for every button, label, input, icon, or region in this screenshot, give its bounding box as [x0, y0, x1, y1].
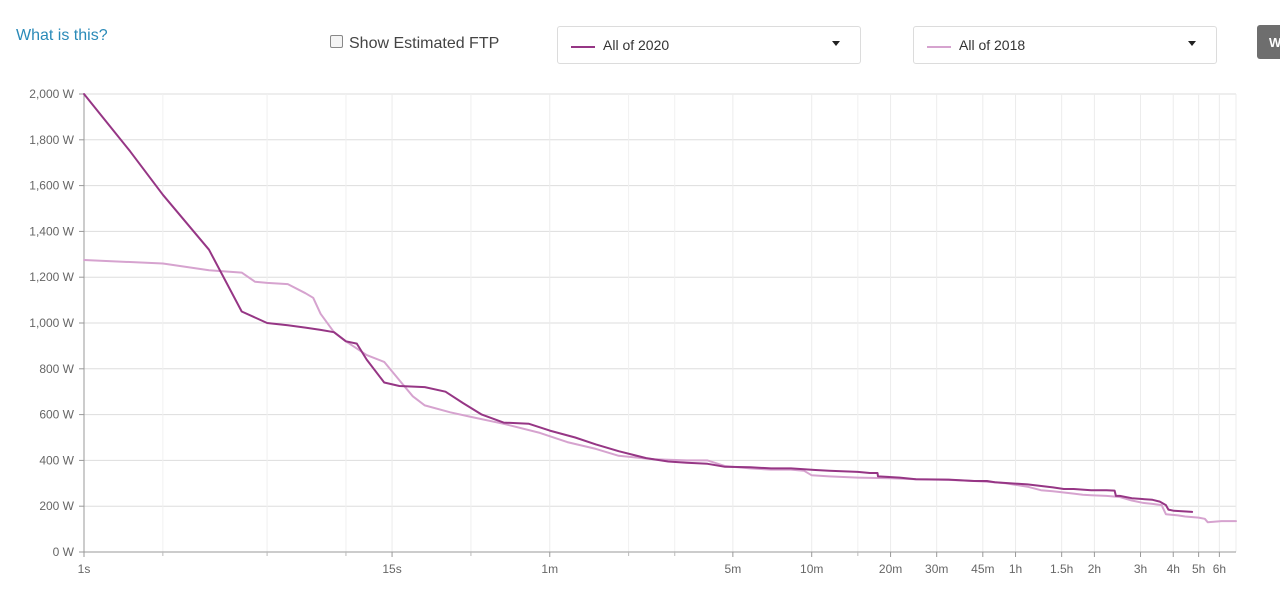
y-tick-label: 1,200 W: [29, 270, 74, 284]
ftp-checkbox-label: Show Estimated FTP: [349, 35, 500, 52]
series-swatch-compare: [927, 46, 951, 48]
x-tick-label: 20m: [879, 562, 902, 576]
chart-grid: [84, 93, 1237, 552]
x-tick-label: 5h: [1192, 562, 1205, 576]
x-tick-label: 1h: [1009, 562, 1022, 576]
y-tick-label: 600 W: [39, 408, 74, 422]
x-tick-label: 45m: [971, 562, 994, 576]
x-tick-label: 6h: [1213, 562, 1226, 576]
x-axis-tick-labels: 1s 15s 1m 5m 10m 20m 30m 45m 1h 1.5h 2h 3h 4h 5h 6h: [78, 562, 1226, 576]
y-tick-label: 1,400 W: [29, 224, 74, 238]
x-tick-label: 30m: [925, 562, 948, 576]
chart-axes: [79, 93, 1236, 557]
chart-series: [83, 93, 1237, 524]
side-panel-tab[interactable]: W: [1257, 25, 1280, 59]
y-tick-label: 1,600 W: [29, 179, 74, 193]
y-tick-label: 1,000 W: [29, 316, 74, 330]
period-select-primary-value: All of 2020: [603, 37, 670, 53]
y-tick-label: 200 W: [39, 499, 74, 513]
x-tick-label: 4h: [1167, 562, 1180, 576]
x-tick-label: 5m: [725, 562, 742, 576]
x-tick-label: 10m: [800, 562, 823, 576]
period-select-compare[interactable]: All of 2018: [913, 26, 1217, 64]
x-tick-label: 1m: [541, 562, 558, 576]
x-tick-label: 2h: [1088, 562, 1101, 576]
x-tick-label: 1s: [78, 562, 91, 576]
series-line-primary: [83, 93, 1194, 513]
chevron-down-icon[interactable]: [1188, 41, 1196, 46]
y-tick-label: 0 W: [53, 545, 75, 559]
x-tick-label: 15s: [382, 562, 401, 576]
x-tick-label: 1.5h: [1050, 562, 1073, 576]
y-tick-label: 2,000 W: [29, 87, 74, 101]
y-tick-label: 400 W: [39, 453, 74, 467]
y-axis-tick-labels: 0 W 200 W 400 W 600 W 800 W 1,000 W 1,200 W 1,4…: [29, 87, 74, 559]
y-tick-label: 1,800 W: [29, 133, 74, 147]
series-line-compare: [83, 259, 1237, 524]
series-swatch-primary: [571, 46, 595, 48]
what-is-this-link[interactable]: What is this?: [16, 27, 108, 44]
period-select-primary[interactable]: All of 2020: [557, 26, 861, 64]
y-tick-label: 800 W: [39, 362, 74, 376]
x-tick-label: 3h: [1134, 562, 1147, 576]
period-select-compare-value: All of 2018: [959, 37, 1026, 53]
chevron-down-icon[interactable]: [832, 41, 840, 46]
ftp-checkbox[interactable]: [330, 34, 343, 48]
show-estimated-ftp-toggle[interactable]: Show Estimated FTP: [330, 34, 500, 53]
